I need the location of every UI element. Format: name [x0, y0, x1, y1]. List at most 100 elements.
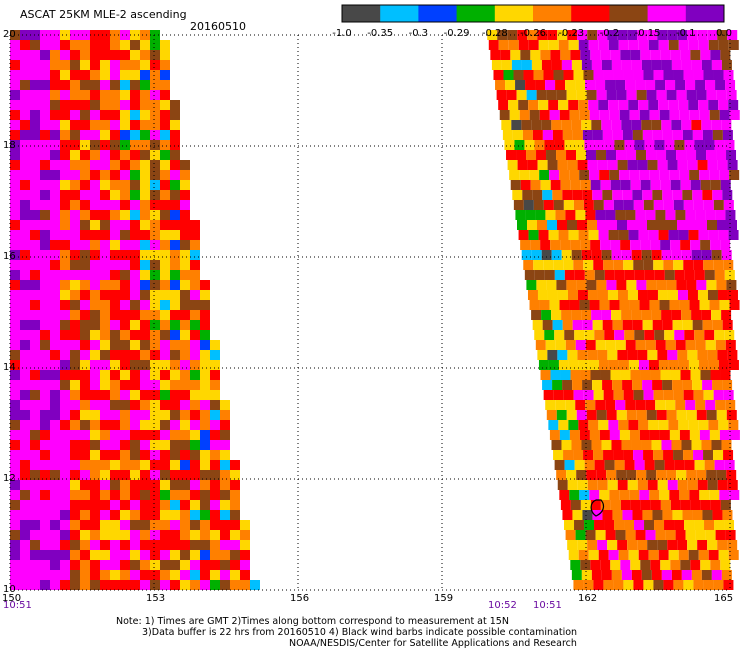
swath-cell — [545, 210, 556, 220]
swath-cell — [536, 280, 547, 290]
swath-cell — [220, 510, 230, 520]
swath-cell — [651, 570, 662, 580]
swath-cell — [718, 230, 729, 240]
swath-cell — [627, 220, 637, 230]
swath-cell — [210, 430, 220, 440]
swath-cell — [180, 530, 190, 540]
swath-cell — [589, 170, 600, 180]
swath-cell — [140, 100, 150, 110]
swath-cell — [725, 80, 736, 90]
swath-cell — [150, 130, 160, 140]
swath-cell — [553, 200, 564, 210]
swath-cell — [551, 440, 562, 450]
swath-cell — [50, 550, 60, 560]
swath-cell — [130, 360, 140, 370]
swath-cell — [140, 500, 150, 510]
swath-cell — [570, 50, 581, 60]
swath-cell — [720, 500, 731, 510]
swath-cell — [687, 350, 698, 360]
swath-cell — [599, 170, 610, 180]
swath-cell — [688, 230, 699, 240]
swath-cell — [250, 580, 260, 590]
swath-cell — [590, 560, 601, 570]
swath-cell — [240, 540, 250, 550]
swath-cell — [487, 30, 498, 40]
swath-cell — [717, 480, 728, 490]
swath-cell — [544, 330, 555, 340]
swath-cell — [180, 500, 190, 510]
swath-cell — [70, 510, 80, 520]
swath-cell — [568, 360, 579, 370]
swath-cell — [160, 50, 170, 60]
swath-cell — [30, 340, 40, 350]
swath-cell — [702, 190, 713, 200]
swath-cell — [652, 510, 663, 520]
swath-cell — [608, 230, 619, 240]
swath-cell — [180, 240, 190, 250]
swath-cell — [699, 170, 710, 180]
swath-cell — [678, 100, 689, 110]
swath-cell — [573, 450, 584, 460]
swath-cell — [534, 140, 545, 150]
note-line-1: Note: 1) Times are GMT 2)Times along bot… — [116, 616, 509, 627]
swath-cell — [518, 230, 529, 240]
swath-cell — [619, 430, 630, 440]
swath-cell — [80, 40, 90, 50]
swath-cell — [597, 220, 607, 230]
swath-cell — [130, 440, 140, 450]
swath-cell — [60, 380, 70, 390]
swath-cell — [648, 100, 659, 110]
swath-cell — [210, 580, 220, 590]
swath-cell — [10, 310, 20, 320]
swath-cell — [729, 490, 740, 500]
swath-cell — [60, 270, 70, 280]
swath-cell — [551, 120, 562, 130]
swath-cell — [586, 280, 597, 290]
swath-cell — [80, 120, 90, 130]
swath-cell — [688, 360, 699, 370]
swath-cell — [687, 220, 697, 230]
swath-cell — [220, 550, 230, 560]
swath-cell — [703, 70, 714, 80]
swath-cell — [30, 550, 40, 560]
swath-cell — [723, 450, 734, 460]
swath-cell — [30, 440, 40, 450]
swath-cell — [665, 530, 676, 540]
swath-cell — [625, 210, 636, 220]
swath-cell — [130, 410, 140, 420]
swath-cell — [170, 400, 180, 410]
swath-cell — [150, 430, 160, 440]
swath-cell — [120, 580, 130, 590]
swath-cell — [618, 360, 629, 370]
swath-cell — [713, 200, 724, 210]
swath-cell — [10, 420, 20, 430]
swath-cell — [563, 200, 574, 210]
swath-cell — [20, 30, 30, 40]
swath-cell — [722, 130, 733, 140]
swath-cell — [725, 530, 736, 540]
swath-cell — [190, 300, 200, 310]
swath-cell — [110, 360, 120, 370]
swath-cell — [30, 110, 40, 120]
swath-cell — [20, 490, 30, 500]
y-tick-label: 16 — [3, 251, 16, 262]
swath-cell — [140, 380, 150, 390]
swath-cell — [90, 420, 100, 430]
swath-cell — [652, 380, 663, 390]
swath-cell — [180, 300, 190, 310]
swath-cell — [30, 430, 40, 440]
swath-cell — [581, 120, 592, 130]
swath-cell — [30, 250, 40, 260]
swath-cell — [637, 540, 648, 550]
swath-cell — [150, 70, 160, 80]
swath-cell — [636, 150, 647, 160]
swath-cell — [643, 390, 654, 400]
swath-cell — [10, 480, 20, 490]
swath-cell — [30, 100, 40, 110]
swath-cell — [130, 40, 140, 50]
swath-cell — [558, 40, 569, 50]
swath-cell — [527, 160, 538, 170]
swath-cell — [684, 520, 695, 530]
swath-cell — [596, 150, 607, 160]
swath-cell — [10, 380, 20, 390]
